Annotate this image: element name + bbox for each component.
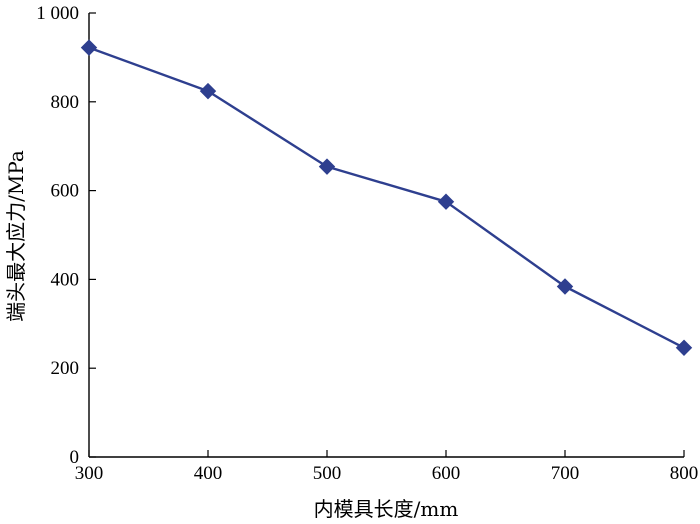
data-point-diamond	[556, 278, 574, 295]
x-tick-label: 700	[551, 463, 580, 484]
series-layer	[80, 39, 693, 356]
x-tick-label: 400	[194, 463, 223, 484]
y-tick-label: 800	[51, 92, 80, 113]
data-point-diamond	[318, 158, 336, 175]
data-point-diamond	[675, 339, 693, 356]
y-tick-label: 0	[70, 447, 80, 468]
x-tick-label: 500	[313, 463, 342, 484]
x-tick-label: 300	[75, 463, 104, 484]
y-tick-labels: 0 200 400 600 800 1 000	[36, 3, 79, 468]
x-axis-title: 内模具长度/mm	[314, 497, 459, 521]
y-tick-label: 400	[51, 269, 80, 290]
y-tick-label: 200	[51, 358, 80, 379]
y-tick-label: 1 000	[36, 3, 79, 24]
tick-marks	[88, 12, 685, 458]
y-tick-label: 600	[51, 181, 80, 202]
x-tick-label: 600	[432, 463, 461, 484]
x-tick-labels: 300 400 500 600 700 800	[75, 463, 699, 484]
x-tick-label: 800	[670, 463, 699, 484]
axes	[88, 13, 684, 458]
data-point-diamond	[199, 82, 217, 100]
series-line	[88, 46, 685, 349]
data-point-diamond	[437, 193, 455, 210]
y-axis-title: 端头最大应力/MPa	[4, 150, 28, 322]
data-point-diamond	[80, 39, 98, 56]
